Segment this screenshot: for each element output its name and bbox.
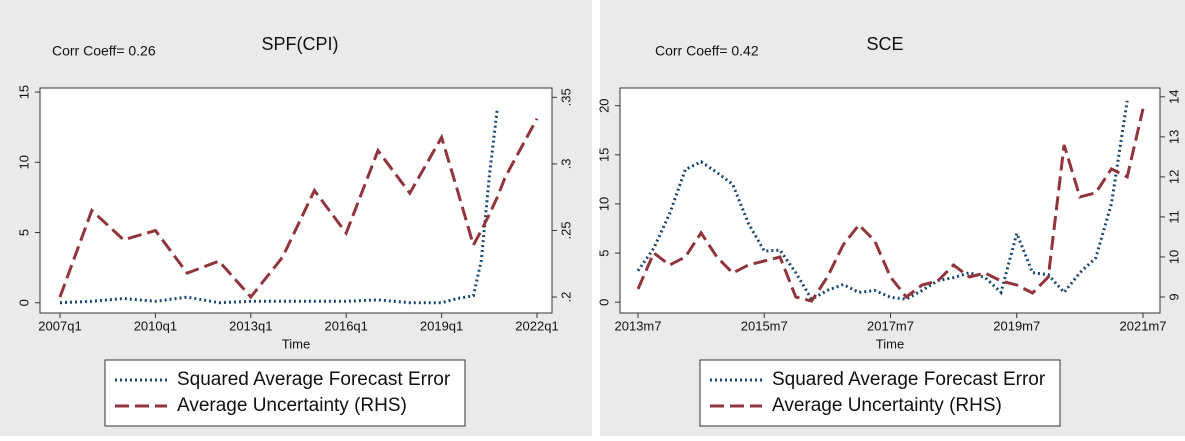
x-tick-label: 2019q1 <box>420 318 463 333</box>
y-tick-label: 15 <box>16 85 31 99</box>
x-tick-label: 2013q1 <box>229 318 272 333</box>
y2-tick-label: 11 <box>1166 210 1181 224</box>
x-tick-label: 2010q1 <box>134 318 177 333</box>
x-tick-label: 2021m7 <box>1120 318 1167 333</box>
legend-label: Squared Average Forecast Error <box>772 369 1046 390</box>
y-tick-label: 5 <box>16 229 31 236</box>
y-tick-label: 10 <box>16 155 31 169</box>
x-tick-label: 2022q1 <box>515 318 558 333</box>
plot-area <box>39 87 553 314</box>
x-tick-label: 2016q1 <box>325 318 368 333</box>
x-tick-label: 2019m7 <box>993 318 1040 333</box>
x-axis-label: Time <box>876 336 904 351</box>
y2-tick-label: .25 <box>558 221 573 239</box>
y-tick-label: 0 <box>596 299 611 306</box>
legend-box <box>699 359 1061 427</box>
y2-tick-label: 10 <box>1166 250 1181 264</box>
legend-box <box>104 359 466 427</box>
x-tick-label: 2013m7 <box>615 318 662 333</box>
series-line <box>636 108 1145 303</box>
y2-tick-label: 12 <box>1166 170 1181 184</box>
chart-title: SPF(CPI) <box>261 34 338 54</box>
y-tick-label: 20 <box>596 98 611 112</box>
y-tick-label: 5 <box>596 249 611 256</box>
series-line <box>59 108 499 305</box>
y2-tick-label: .3 <box>558 158 573 169</box>
y2-tick-label: 9 <box>1166 293 1181 300</box>
y2-tick-label: .2 <box>558 292 573 303</box>
x-tick-label: 2017m7 <box>867 318 914 333</box>
chart-title: SCE <box>866 34 903 54</box>
x-axis-label: Time <box>282 336 310 351</box>
y-tick-label: 15 <box>596 148 611 162</box>
x-tick-label: 2015m7 <box>741 318 788 333</box>
y2-tick-label: 14 <box>1166 90 1181 104</box>
legend-label: Squared Average Forecast Error <box>177 369 451 390</box>
plot-area <box>619 87 1161 314</box>
annotation: Corr Coeff= 0.42 <box>655 43 759 59</box>
y-tick-label: 0 <box>16 299 31 306</box>
y2-tick-label: .35 <box>558 88 573 106</box>
legend-label: Average Uncertainty (RHS) <box>772 395 1002 416</box>
y-tick-label: 10 <box>596 197 611 211</box>
x-tick-label: 2007q1 <box>38 318 81 333</box>
annotation: Corr Coeff= 0.26 <box>52 43 156 59</box>
series-line <box>58 117 539 300</box>
y2-tick-label: 13 <box>1166 130 1181 144</box>
legend-label: Average Uncertainty (RHS) <box>177 395 407 416</box>
